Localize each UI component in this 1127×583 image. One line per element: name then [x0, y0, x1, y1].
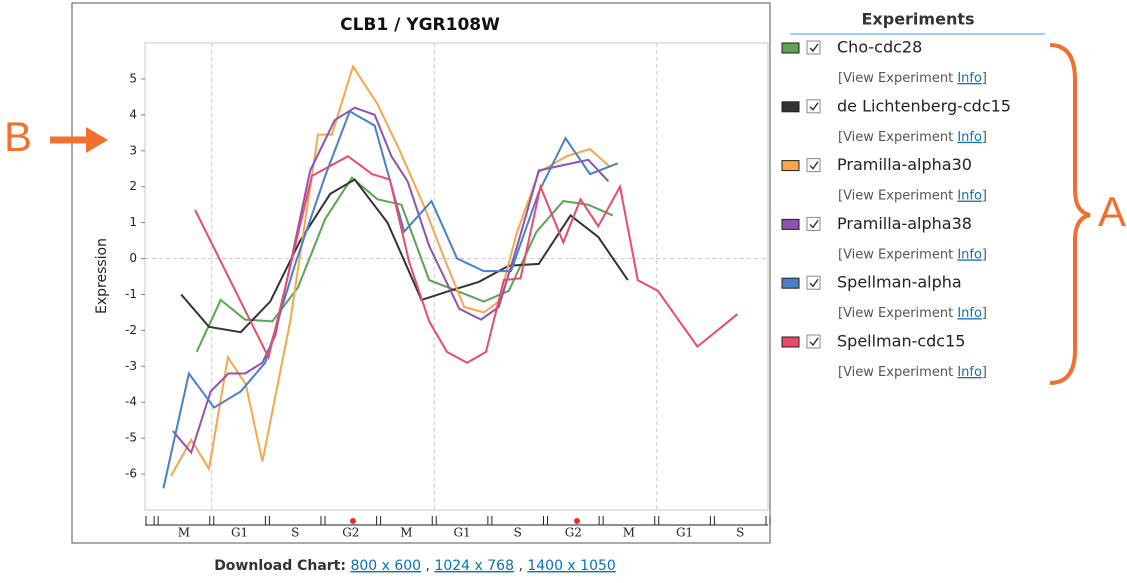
view-suffix: ]	[982, 188, 987, 203]
phase-label: G2	[342, 526, 359, 540]
view-experiment: [View Experiment Info]	[838, 306, 987, 321]
y-tick-label: -3	[125, 359, 137, 373]
series-line	[195, 176, 614, 353]
check-mark	[809, 220, 819, 229]
phase-label: S	[514, 526, 522, 540]
legend-swatch	[781, 218, 800, 230]
info-link[interactable]: Info	[957, 365, 982, 380]
phase-label: G1	[231, 526, 248, 540]
legend-checkbox[interactable]	[806, 158, 821, 173]
phase-marker	[574, 518, 580, 524]
y-tick-label: -1	[125, 287, 137, 301]
info-link[interactable]: Info	[957, 188, 982, 203]
series-line	[172, 106, 610, 455]
view-experiment: [View Experiment Info]	[838, 71, 987, 86]
legend-checkbox[interactable]	[806, 216, 821, 231]
info-link[interactable]: Info	[957, 129, 982, 144]
y-tick-label: 1	[129, 215, 137, 229]
download-label: Download Chart:	[214, 558, 346, 574]
view-prefix: [View Experiment	[838, 129, 953, 144]
y-tick-label: -5	[125, 431, 137, 445]
view-prefix: [View Experiment	[838, 188, 953, 203]
annotation-a: A	[1098, 188, 1126, 235]
legend-swatch	[781, 277, 800, 289]
check-mark	[809, 161, 819, 170]
view-experiment: [View Experiment Info]	[838, 188, 987, 203]
legend-swatch	[781, 336, 800, 348]
info-link[interactable]: Info	[957, 247, 982, 262]
y-tick-label: 4	[129, 107, 137, 121]
brace	[1049, 43, 1091, 385]
view-prefix: [View Experiment	[838, 71, 953, 86]
download-link[interactable]: 800 x 600	[350, 558, 421, 574]
info-link[interactable]: Info	[957, 306, 982, 321]
y-tick-label: 3	[129, 143, 137, 157]
legend-checkbox[interactable]	[806, 99, 821, 114]
view-suffix: ]	[982, 129, 987, 144]
y-axis-label: Expression	[94, 238, 110, 314]
check-mark	[809, 278, 819, 288]
phase-label: M	[623, 526, 635, 540]
view-suffix: ]	[982, 365, 987, 380]
view-suffix: ]	[982, 247, 987, 262]
view-suffix: ]	[982, 306, 987, 321]
view-experiment: [View Experiment Info]	[838, 365, 987, 380]
download-link[interactable]: 1024 x 768	[434, 558, 514, 574]
separator: ,	[518, 558, 522, 574]
phase-label: G1	[453, 526, 470, 540]
phase-label: G1	[676, 526, 693, 540]
check-mark	[809, 43, 819, 53]
view-experiment: [View Experiment Info]	[838, 129, 987, 144]
series-line	[194, 155, 739, 364]
view-prefix: [View Experiment	[838, 365, 953, 380]
phase-label: G2	[565, 526, 582, 540]
y-tick-label: 5	[129, 71, 137, 85]
plot-area	[144, 42, 769, 511]
series-line	[180, 178, 629, 334]
legend-swatch	[781, 42, 800, 54]
legend-swatch	[781, 101, 800, 113]
legend-label: Pramilla-alpha38	[837, 214, 972, 233]
phase-label: M	[400, 526, 412, 540]
series-line	[170, 64, 611, 477]
y-tick-label: 2	[129, 179, 137, 193]
annotation-b: B	[4, 113, 32, 160]
download-link[interactable]: 1400 x 1050	[527, 558, 615, 574]
check-mark	[809, 102, 819, 111]
phase-label: S	[736, 526, 744, 540]
legend-label: Pramilla-alpha30	[837, 155, 972, 174]
legend-checkbox[interactable]	[806, 40, 821, 55]
phase-marker	[350, 518, 356, 524]
legend-checkbox[interactable]	[806, 275, 821, 290]
y-tick-label: -2	[125, 323, 137, 337]
phase-label: M	[178, 526, 190, 540]
y-tick-label: 0	[129, 251, 137, 265]
chart-title: CLB1 / YGR108W	[340, 15, 500, 35]
arrow-head	[86, 127, 108, 153]
check-mark	[809, 337, 819, 347]
view-suffix: ]	[982, 71, 987, 86]
download-line: Download Chart: 800 x 600 , 1024 x 768 ,…	[214, 558, 616, 574]
legend-title: Experiments	[861, 10, 974, 29]
view-prefix: [View Experiment	[838, 247, 953, 262]
legend-label: Spellman-cdc15	[837, 332, 965, 351]
legend-checkbox[interactable]	[806, 334, 821, 349]
view-experiment: [View Experiment Info]	[838, 247, 987, 262]
legend-label: Cho-cdc28	[837, 38, 922, 57]
phase-label: S	[291, 526, 299, 540]
separator: ,	[426, 558, 430, 574]
view-prefix: [View Experiment	[838, 306, 953, 321]
legend-label: Spellman-alpha	[837, 273, 962, 292]
y-tick-label: -6	[125, 467, 137, 481]
legend-label: de Lichtenberg-cdc15	[837, 96, 1011, 115]
y-tick-label: -4	[125, 395, 137, 409]
info-link[interactable]: Info	[957, 71, 982, 86]
legend-swatch	[781, 160, 800, 172]
